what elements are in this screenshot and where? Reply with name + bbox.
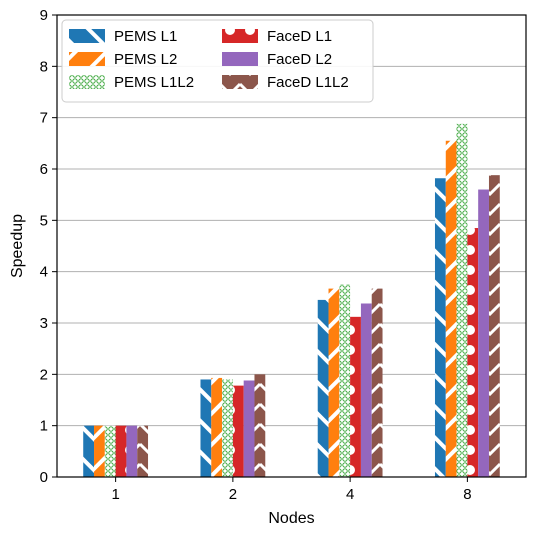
bar-pems-l1l2-nodes-8 xyxy=(456,123,468,478)
bar-faced-l2-nodes-8 xyxy=(478,189,489,478)
bar-pems-l1l2-nodes-1 xyxy=(104,425,116,477)
legend-label: PEMS L1L2 xyxy=(114,74,194,91)
bar-pems-l1l2-nodes-2 xyxy=(222,379,233,477)
bar-pems-l2-nodes-4 xyxy=(328,288,340,477)
y-tick-label: 6 xyxy=(40,161,48,178)
y-tick-label: 0 xyxy=(40,469,48,486)
bar-faced-l1l2-nodes-4 xyxy=(371,288,383,477)
legend-swatch xyxy=(69,52,105,66)
bar-faced-l1l2-nodes-1 xyxy=(137,425,149,477)
legend-swatch xyxy=(69,29,105,43)
y-axis-label: Speedup xyxy=(9,214,26,278)
legend-label: FaceD L2 xyxy=(267,51,332,68)
bars xyxy=(83,123,500,478)
legend-swatch xyxy=(222,29,258,43)
x-tick-label: 4 xyxy=(346,486,354,503)
bar-pems-l2-nodes-8 xyxy=(445,140,457,477)
y-tick-label: 4 xyxy=(40,264,48,281)
bar-faced-l2-nodes-1 xyxy=(126,425,138,477)
legend: PEMS L1 PEMS L2 PEMS L1L2 FaceD L1 FaceD L2 F… xyxy=(61,19,374,103)
bar-pems-l2-nodes-1 xyxy=(94,425,105,477)
bar-faced-l1-nodes-8 xyxy=(467,228,479,477)
bar-faced-l1-nodes-4 xyxy=(350,316,361,477)
bar-pems-l1-nodes-8 xyxy=(434,178,446,478)
legend-label: PEMS L2 xyxy=(114,51,177,68)
y-tick-label: 5 xyxy=(40,212,48,229)
y-axis-ticks: 0 1 2 3 4 5 6 7 8 9 xyxy=(40,7,57,486)
x-axis-label: Nodes xyxy=(268,510,314,527)
y-tick-label: 7 xyxy=(40,110,48,127)
y-tick-label: 9 xyxy=(40,7,48,24)
legend-swatch xyxy=(222,75,258,89)
legend-label: FaceD L1 xyxy=(267,28,332,45)
legend-label: FaceD L1L2 xyxy=(267,74,349,91)
y-tick-label: 1 xyxy=(40,418,48,435)
bar-faced-l1l2-nodes-8 xyxy=(488,175,500,477)
x-tick-label: 8 xyxy=(463,486,471,503)
x-axis-ticks: 1 2 4 8 xyxy=(111,477,472,503)
bar-pems-l1-nodes-2 xyxy=(200,379,212,477)
x-tick-label: 1 xyxy=(111,486,119,503)
x-tick-label: 2 xyxy=(229,486,237,503)
bar-faced-l2-nodes-2 xyxy=(243,380,255,477)
y-tick-label: 8 xyxy=(40,58,48,75)
bar-pems-l2-nodes-2 xyxy=(211,377,223,477)
bar-faced-l1-nodes-2 xyxy=(232,385,244,477)
bar-faced-l1l2-nodes-2 xyxy=(254,374,266,477)
y-tick-label: 3 xyxy=(40,315,48,332)
bar-faced-l1-nodes-1 xyxy=(115,425,127,477)
legend-label: PEMS L1 xyxy=(114,28,177,45)
bar-pems-l1-nodes-4 xyxy=(317,299,329,477)
legend-swatch xyxy=(69,75,105,89)
y-tick-label: 2 xyxy=(40,366,48,383)
bar-pems-l1-nodes-1 xyxy=(83,425,95,477)
bar-faced-l2-nodes-4 xyxy=(360,303,372,477)
legend-swatch xyxy=(222,52,258,66)
plot-frame xyxy=(56,14,527,478)
bar-pems-l1l2-nodes-4 xyxy=(339,284,351,477)
legend-box xyxy=(61,19,374,103)
